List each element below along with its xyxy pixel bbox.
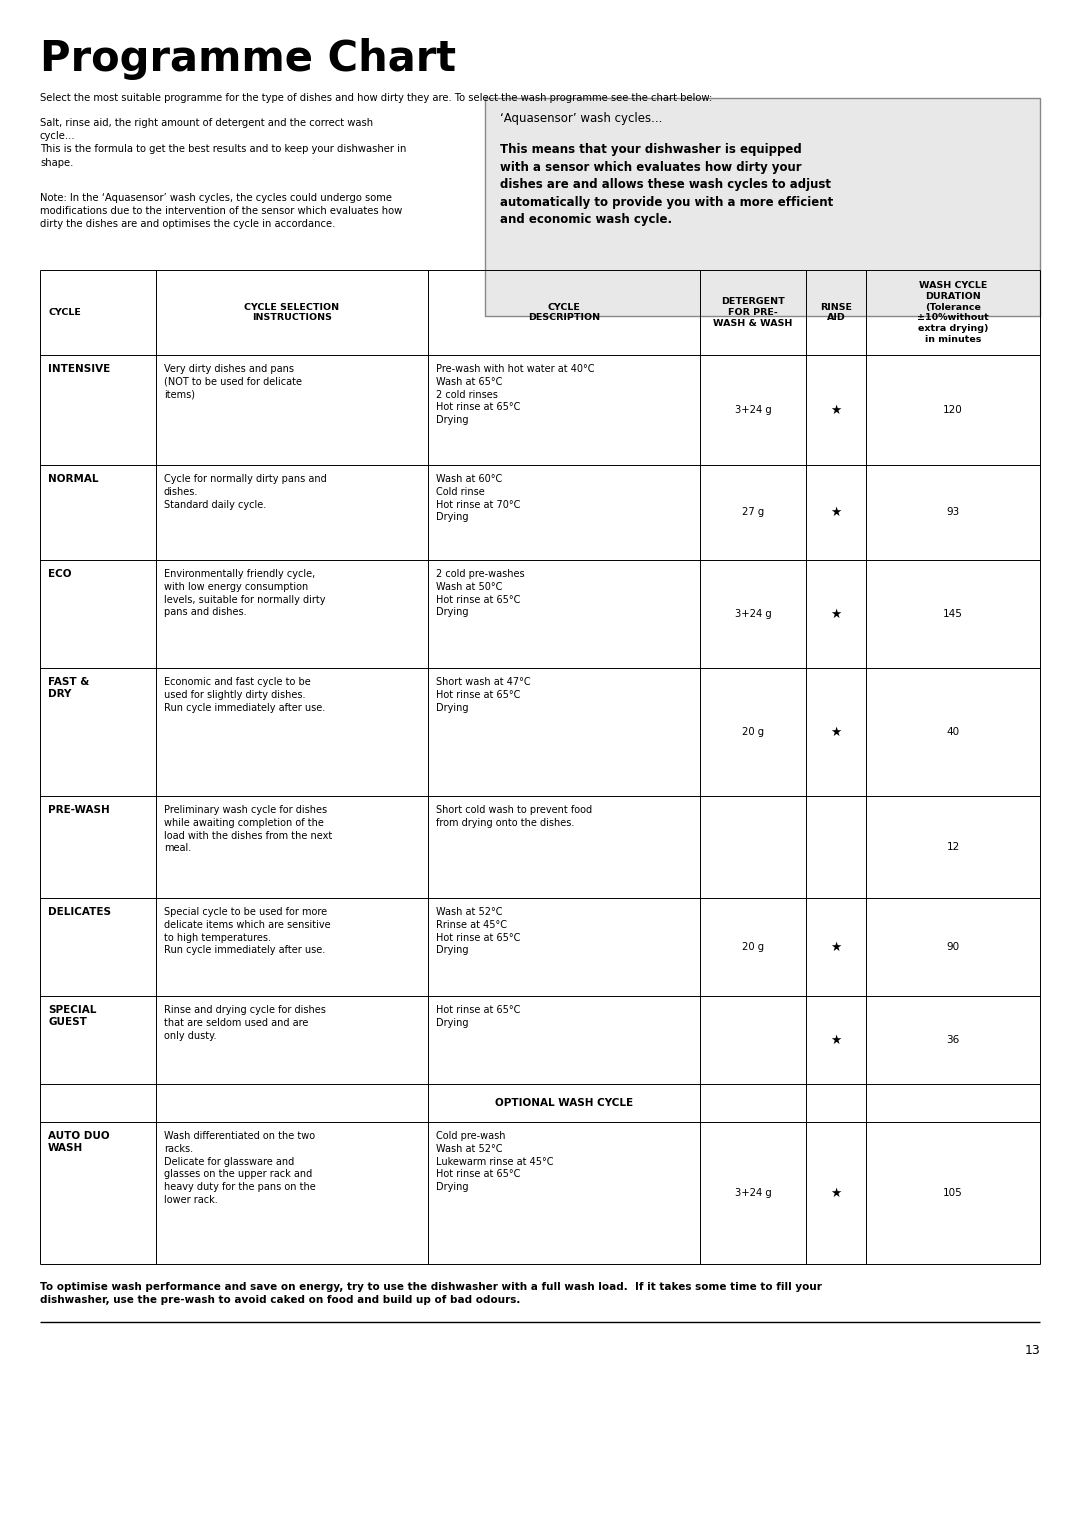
Text: 145: 145 xyxy=(943,610,963,619)
Text: PRE-WASH: PRE-WASH xyxy=(48,805,110,814)
Text: 40: 40 xyxy=(946,727,959,736)
Text: 12: 12 xyxy=(946,842,960,853)
Text: Very dirty dishes and pans
(NOT to be used for delicate
items): Very dirty dishes and pans (NOT to be us… xyxy=(164,364,302,400)
Text: Programme Chart: Programme Chart xyxy=(40,38,456,79)
Text: AUTO DUO
WASH: AUTO DUO WASH xyxy=(48,1131,110,1154)
Text: Cold pre-wash
Wash at 52°C
Lukewarm rinse at 45°C
Hot rinse at 65°C
Drying: Cold pre-wash Wash at 52°C Lukewarm rins… xyxy=(436,1131,554,1192)
Text: ★: ★ xyxy=(831,403,841,417)
Text: Special cycle to be used for more
delicate items which are sensitive
to high tem: Special cycle to be used for more delica… xyxy=(164,908,330,955)
Text: NORMAL: NORMAL xyxy=(48,474,98,484)
Text: 20 g: 20 g xyxy=(742,727,764,736)
Bar xyxy=(485,98,1040,316)
Text: 90: 90 xyxy=(946,941,959,952)
Text: Salt, rinse aid, the right amount of detergent and the correct wash
cycle...
Thi: Salt, rinse aid, the right amount of det… xyxy=(40,118,406,168)
Text: 2 cold pre-washes
Wash at 50°C
Hot rinse at 65°C
Drying: 2 cold pre-washes Wash at 50°C Hot rinse… xyxy=(436,568,525,617)
Text: 36: 36 xyxy=(946,1034,960,1045)
Text: CYCLE
DESCRIPTION: CYCLE DESCRIPTION xyxy=(528,303,600,322)
Text: 3+24 g: 3+24 g xyxy=(734,610,771,619)
Text: Environmentally friendly cycle,
with low energy consumption
levels, suitable for: Environmentally friendly cycle, with low… xyxy=(164,568,325,617)
Text: To optimise wash performance and save on energy, try to use the dishwasher with : To optimise wash performance and save on… xyxy=(40,1282,822,1305)
Text: Cycle for normally dirty pans and
dishes.
Standard daily cycle.: Cycle for normally dirty pans and dishes… xyxy=(164,474,327,510)
Text: WASH CYCLE
DURATION
(Tolerance
±10%without
extra drying)
in minutes: WASH CYCLE DURATION (Tolerance ±10%witho… xyxy=(917,281,989,344)
Text: Preliminary wash cycle for dishes
while awaiting completion of the
load with the: Preliminary wash cycle for dishes while … xyxy=(164,805,333,854)
Text: DELICATES: DELICATES xyxy=(48,908,111,917)
Text: ★: ★ xyxy=(831,506,841,520)
Text: SPECIAL
GUEST: SPECIAL GUEST xyxy=(48,1005,96,1027)
Text: Short cold wash to prevent food
from drying onto the dishes.: Short cold wash to prevent food from dry… xyxy=(436,805,592,828)
Text: Rinse and drying cycle for dishes
that are seldom used and are
only dusty.: Rinse and drying cycle for dishes that a… xyxy=(164,1005,326,1041)
Text: Wash at 60°C
Cold rinse
Hot rinse at 70°C
Drying: Wash at 60°C Cold rinse Hot rinse at 70°… xyxy=(436,474,521,523)
Text: DETERGENT
FOR PRE-
WASH & WASH: DETERGENT FOR PRE- WASH & WASH xyxy=(713,298,793,327)
Text: ★: ★ xyxy=(831,1033,841,1047)
Text: ★: ★ xyxy=(831,941,841,953)
Text: CYCLE: CYCLE xyxy=(48,309,81,316)
Text: ★: ★ xyxy=(831,726,841,738)
Text: 93: 93 xyxy=(946,507,960,518)
Text: INTENSIVE: INTENSIVE xyxy=(48,364,110,374)
Text: 3+24 g: 3+24 g xyxy=(734,1187,771,1198)
Text: FAST &
DRY: FAST & DRY xyxy=(48,677,90,700)
Text: Pre-wash with hot water at 40°C
Wash at 65°C
2 cold rinses
Hot rinse at 65°C
Dry: Pre-wash with hot water at 40°C Wash at … xyxy=(436,364,594,425)
Text: OPTIONAL WASH CYCLE: OPTIONAL WASH CYCLE xyxy=(495,1099,633,1108)
Text: Note: In the ‘Aquasensor’ wash cycles, the cycles could undergo some
modificatio: Note: In the ‘Aquasensor’ wash cycles, t… xyxy=(40,193,402,229)
Text: 13: 13 xyxy=(1024,1345,1040,1357)
Text: ★: ★ xyxy=(831,1187,841,1199)
Text: Select the most suitable programme for the type of dishes and how dirty they are: Select the most suitable programme for t… xyxy=(40,93,712,102)
Text: Wash at 52°C
Rrinse at 45°C
Hot rinse at 65°C
Drying: Wash at 52°C Rrinse at 45°C Hot rinse at… xyxy=(436,908,521,955)
Text: Short wash at 47°C
Hot rinse at 65°C
Drying: Short wash at 47°C Hot rinse at 65°C Dry… xyxy=(436,677,530,712)
Text: Wash differentiated on the two
racks.
Delicate for glassware and
glasses on the : Wash differentiated on the two racks. De… xyxy=(164,1131,315,1206)
Text: 120: 120 xyxy=(943,405,963,416)
Text: 27 g: 27 g xyxy=(742,507,765,518)
Text: 20 g: 20 g xyxy=(742,941,764,952)
Text: ★: ★ xyxy=(831,608,841,620)
Text: ECO: ECO xyxy=(48,568,71,579)
Text: Hot rinse at 65°C
Drying: Hot rinse at 65°C Drying xyxy=(436,1005,521,1028)
Text: ‘Aquasensor’ wash cycles...: ‘Aquasensor’ wash cycles... xyxy=(500,112,662,125)
Text: 105: 105 xyxy=(943,1187,963,1198)
Text: Economic and fast cycle to be
used for slightly dirty dishes.
Run cycle immediat: Economic and fast cycle to be used for s… xyxy=(164,677,325,712)
Text: 3+24 g: 3+24 g xyxy=(734,405,771,416)
Text: RINSE
AID: RINSE AID xyxy=(820,303,852,322)
Text: This means that your dishwasher is equipped
with a sensor which evaluates how di: This means that your dishwasher is equip… xyxy=(500,144,834,226)
Text: CYCLE SELECTION
INSTRUCTIONS: CYCLE SELECTION INSTRUCTIONS xyxy=(244,303,339,322)
